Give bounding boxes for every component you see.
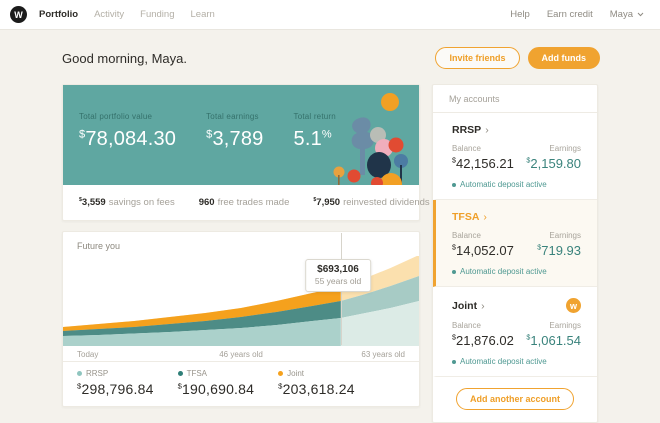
invite-friends-button[interactable]: Invite friends xyxy=(435,47,520,69)
garden-illustration xyxy=(333,93,408,185)
joint-dot-icon xyxy=(278,371,284,376)
account-row-tfsa[interactable]: TFSA › w Balance $14,052.07 Earnings $71… xyxy=(433,200,597,287)
portfolio-summary-card: Total portfolio value $78,084.30 Total e… xyxy=(62,84,430,221)
total-return: Total return 5.1% xyxy=(293,112,336,150)
projection-chart[interactable]: $693,106 55 years old xyxy=(63,233,419,346)
chevron-right-icon: › xyxy=(481,299,485,312)
top-nav-bar: W Portfolio Activity Funding Learn Help … xyxy=(0,0,660,30)
legend-item-rrsp: RRSP $298,796.84 xyxy=(77,369,154,397)
nav-activity[interactable]: Activity xyxy=(94,9,125,20)
axis-label-mid: 46 years old xyxy=(219,350,263,359)
user-menu[interactable]: Maya xyxy=(610,9,644,20)
chart-tooltip: $693,106 55 years old xyxy=(304,259,372,292)
legend-item-joint: Joint $203,618.24 xyxy=(278,369,355,397)
axis-label-right: 63 years old xyxy=(361,350,405,359)
wealthsimple-logo[interactable]: W xyxy=(10,6,27,23)
chevron-right-icon: › xyxy=(483,211,487,223)
total-earnings: Total earnings $3,789 xyxy=(206,112,264,150)
status-dot-icon xyxy=(452,182,456,187)
chart-x-axis: Today 46 years old 63 years old xyxy=(63,346,419,362)
status-dot-icon xyxy=(452,269,456,274)
my-accounts-title: My accounts xyxy=(433,85,597,113)
nav-learn[interactable]: Learn xyxy=(190,9,215,20)
account-row-rrsp[interactable]: RRSP › w Balance $42,156.21 Earnings $2,… xyxy=(433,113,597,200)
legend-item-tfsa: TFSA $190,690.84 xyxy=(177,369,255,397)
my-accounts-panel: My accounts RRSP › w Balance $42,156.21 … xyxy=(432,84,598,423)
total-portfolio-value: Total portfolio value $78,084.30 xyxy=(79,112,177,150)
auto-deposit-status: Automatic deposit active xyxy=(452,357,581,366)
auto-deposit-status: Automatic deposit active xyxy=(452,267,581,276)
main-nav: Portfolio Activity Funding Learn xyxy=(39,9,215,20)
chevron-down-icon xyxy=(637,12,644,17)
nav-funding[interactable]: Funding xyxy=(140,9,175,20)
portfolio-substats: $3,559 savings on fees 960 free trades mad… xyxy=(63,185,430,220)
greeting-text: Good morning, Maya. xyxy=(62,50,188,66)
help-link[interactable]: Help xyxy=(510,9,530,20)
chevron-right-icon: › xyxy=(485,124,489,136)
wealthsimple-badge-icon: w xyxy=(566,298,581,313)
status-dot-icon xyxy=(452,359,456,364)
add-funds-button[interactable]: Add funds xyxy=(527,47,600,69)
auto-deposit-status: Automatic deposit active xyxy=(452,180,581,189)
nav-portfolio[interactable]: Portfolio xyxy=(39,9,79,20)
add-another-account-button[interactable]: Add another account xyxy=(455,388,574,410)
earn-credit-link[interactable]: Earn credit xyxy=(546,9,593,20)
chart-legend: RRSP $298,796.84 TFSA $190,690.84 Joint … xyxy=(63,362,419,406)
reinvested-dividends-stat: $7,950 reinvested dividends xyxy=(313,196,430,209)
user-name: Maya xyxy=(609,9,633,20)
savings-on-fees-stat: $3,559 savings on fees xyxy=(79,196,175,209)
future-you-title: Future you xyxy=(77,241,121,251)
axis-label-today: Today xyxy=(77,350,99,359)
rrsp-dot-icon xyxy=(77,371,82,376)
free-trades-stat: 960 free trades made xyxy=(198,197,290,209)
projection-chart-svg xyxy=(63,256,419,346)
tfsa-dot-icon xyxy=(177,371,183,376)
future-you-card: Future you $693,106 55 years old Today 4… xyxy=(62,231,420,407)
portfolio-hero: Total portfolio value $78,084.30 Total e… xyxy=(63,85,419,185)
account-row-joint[interactable]: Joint › w Balance $21,876.02 Earnings $1… xyxy=(433,287,597,377)
